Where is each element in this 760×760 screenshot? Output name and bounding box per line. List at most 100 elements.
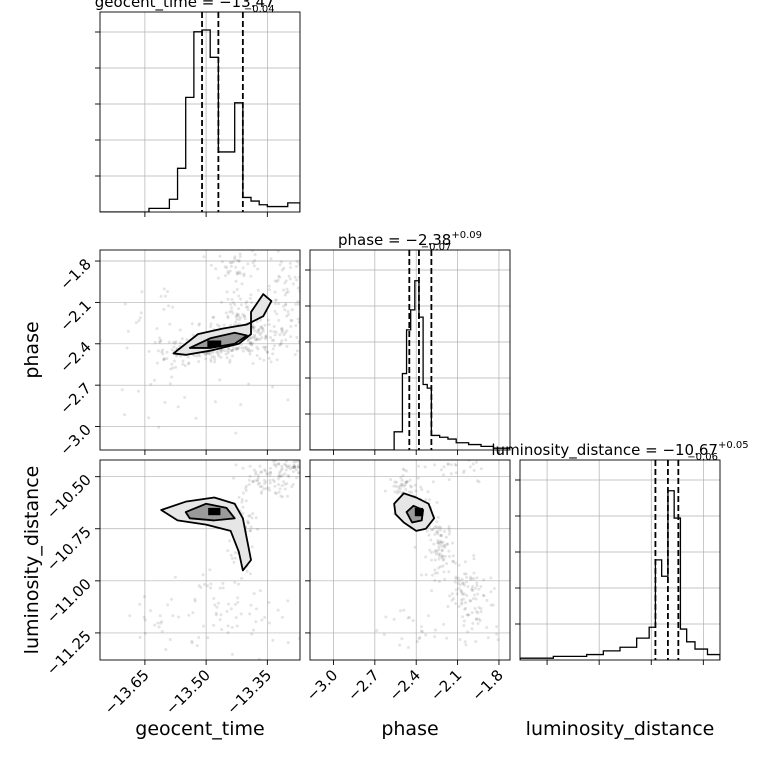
sample-point	[436, 530, 440, 534]
sample-point	[414, 489, 418, 493]
sample-point	[291, 470, 295, 474]
sample-point	[447, 549, 451, 553]
sample-point	[398, 487, 402, 491]
sample-point	[496, 638, 500, 642]
sample-point	[460, 601, 464, 605]
sample-point	[248, 612, 252, 616]
sample-point	[470, 588, 474, 592]
sample-point	[316, 277, 319, 280]
sample-point	[192, 354, 196, 358]
sample-point	[460, 591, 464, 595]
sample-point	[435, 530, 439, 534]
sample-point	[171, 366, 175, 370]
sample-point	[304, 256, 307, 259]
sample-point	[157, 341, 161, 345]
sample-point	[134, 321, 138, 325]
plot-area	[128, 460, 300, 660]
sample-point	[443, 577, 447, 581]
sample-point	[231, 301, 235, 305]
sample-point	[296, 300, 300, 304]
title-prefix: geocent_time =	[95, 0, 219, 12]
sample-point	[437, 557, 441, 561]
sample-point	[175, 354, 179, 358]
sample-point	[249, 340, 253, 344]
sample-point	[402, 484, 406, 488]
sample-point	[272, 462, 276, 466]
sample-point	[280, 326, 284, 330]
sample-point	[470, 577, 474, 581]
panel-title: geocent_time = −13.47+0.06−0.04	[95, 0, 305, 15]
sample-point	[408, 490, 412, 494]
sample-point	[418, 635, 422, 639]
sample-point	[420, 630, 424, 634]
sample-point	[401, 483, 405, 487]
sample-point	[229, 349, 233, 353]
sample-point	[462, 572, 466, 576]
sample-point	[489, 663, 492, 666]
sample-point	[273, 344, 277, 348]
sample-point	[288, 467, 292, 471]
sample-point	[277, 318, 281, 322]
sample-point	[454, 577, 458, 581]
sample-point	[267, 486, 271, 490]
sample-point	[438, 534, 442, 538]
sample-point	[395, 491, 399, 495]
sample-point	[248, 297, 252, 301]
sample-point	[272, 480, 276, 484]
sample-point	[440, 544, 444, 548]
sample-point	[402, 608, 406, 612]
sample-point	[256, 476, 260, 480]
sample-point	[197, 359, 201, 363]
sample-point	[149, 382, 153, 386]
sample-point	[225, 290, 229, 294]
sample-point	[277, 483, 281, 487]
sample-point	[297, 302, 300, 306]
plot-area	[375, 460, 500, 666]
plot-area	[100, 250, 319, 435]
sample-point	[272, 330, 276, 334]
sample-point	[218, 378, 222, 382]
sample-point	[273, 279, 277, 283]
sample-point	[470, 627, 474, 631]
sample-point	[474, 640, 478, 644]
sample-point	[435, 500, 439, 504]
sample-point	[284, 338, 288, 342]
sample-point	[258, 589, 262, 593]
sample-point	[455, 592, 459, 596]
sample-point	[419, 629, 423, 633]
sample-point	[442, 622, 446, 626]
sample-point	[254, 338, 258, 342]
sample-point	[244, 486, 248, 490]
sample-point	[472, 571, 476, 575]
sample-point	[206, 584, 210, 588]
sample-point	[437, 525, 441, 529]
sample-point	[445, 562, 449, 566]
sample-point	[226, 631, 230, 635]
sample-point	[265, 350, 269, 354]
sample-point	[446, 462, 450, 466]
sample-point	[167, 340, 171, 344]
sample-point	[285, 314, 289, 318]
sample-point	[294, 265, 298, 269]
sample-point	[237, 318, 241, 322]
sample-point	[232, 290, 236, 294]
sample-point	[282, 480, 286, 484]
sample-point	[147, 349, 151, 353]
sample-point	[242, 272, 246, 276]
sample-point	[449, 472, 453, 476]
sample-point	[279, 260, 283, 264]
sample-point	[439, 468, 443, 472]
sample-point	[464, 606, 468, 610]
sample-point	[230, 309, 234, 313]
sample-point	[267, 356, 271, 360]
sample-point	[451, 559, 455, 563]
sample-point	[273, 290, 277, 294]
sample-point	[440, 549, 444, 553]
sample-point	[451, 541, 455, 545]
sample-point	[442, 543, 446, 547]
sample-point	[432, 542, 436, 546]
sample-point	[231, 311, 235, 315]
sample-point	[236, 271, 240, 275]
sample-point	[259, 470, 263, 474]
sample-point	[282, 288, 286, 292]
